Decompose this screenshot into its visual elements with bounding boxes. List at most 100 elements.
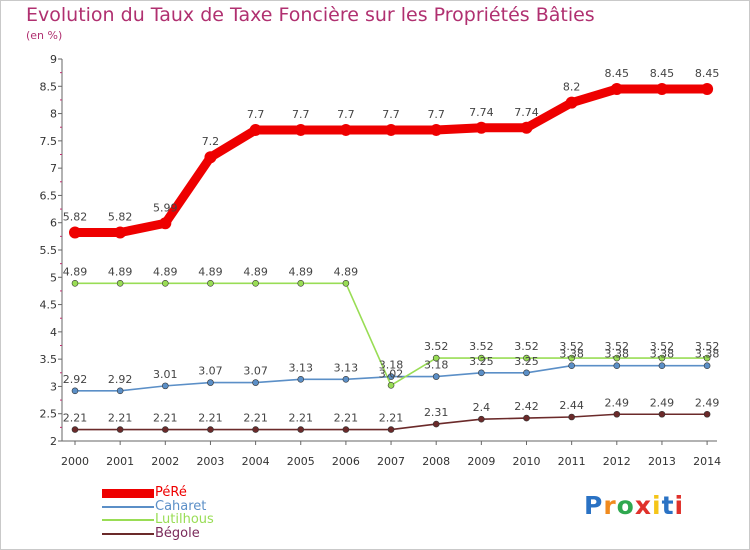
data-label: 7.7 — [292, 108, 310, 121]
x-tick-label: 2007 — [377, 455, 405, 468]
x-tick-label: 2014 — [693, 455, 721, 468]
data-label: 2.21 — [334, 412, 359, 425]
data-label: 3.13 — [289, 361, 314, 374]
data-label: 5.82 — [108, 211, 133, 224]
data-label: 2.31 — [424, 406, 449, 419]
data-label: 2.42 — [514, 400, 539, 413]
data-label: 4.89 — [198, 265, 223, 278]
data-point — [252, 279, 259, 287]
data-point — [568, 362, 575, 369]
x-tick-label: 2004 — [242, 455, 270, 468]
data-label: 3.52 — [650, 340, 675, 353]
data-label: 3.52 — [695, 340, 720, 353]
data-label: 7.74 — [514, 106, 539, 119]
data-point — [116, 279, 124, 287]
data-point — [116, 387, 124, 395]
data-point — [162, 279, 169, 287]
logo-letter: o — [616, 491, 635, 520]
y-tick-label: 2.5 — [40, 408, 58, 421]
data-label: 3.52 — [605, 340, 630, 353]
y-tick-label: 3 — [50, 380, 57, 393]
legend-label: Caharet — [155, 498, 207, 514]
data-label: 7.7 — [247, 108, 265, 121]
x-tick-label: 2009 — [467, 455, 495, 468]
data-point — [71, 387, 79, 395]
data-label: 5.82 — [63, 211, 88, 224]
data-label: 3.18 — [424, 359, 449, 372]
data-label: 3.13 — [334, 361, 359, 374]
data-point — [387, 382, 395, 389]
data-point — [162, 382, 169, 390]
x-tick-label: 2010 — [513, 455, 541, 468]
data-point — [701, 83, 714, 96]
data-point — [478, 415, 485, 423]
data-label: 2.44 — [559, 399, 584, 412]
legend-label: Lutilhous — [155, 512, 214, 527]
data-point — [523, 369, 530, 377]
data-label: 8.45 — [650, 67, 675, 80]
logo-letter: i — [652, 491, 662, 520]
data-point — [159, 217, 172, 230]
data-label: 3.38 — [605, 348, 630, 361]
data-point — [613, 362, 621, 369]
data-label: 2.49 — [695, 396, 720, 409]
data-label: 3.38 — [559, 348, 584, 361]
y-tick-label: 9 — [50, 53, 57, 66]
logo-letter: x — [634, 491, 652, 520]
data-point — [249, 123, 262, 136]
data-label: 8.45 — [605, 67, 630, 80]
data-point — [116, 426, 124, 433]
data-label: 2.4 — [473, 401, 491, 414]
data-point — [658, 354, 666, 362]
data-label: 3.52 — [514, 340, 539, 353]
y-tick-label: 5.5 — [40, 244, 58, 257]
y-tick-label: 2 — [50, 435, 57, 448]
data-point — [297, 279, 305, 287]
data-label: 3.38 — [650, 348, 675, 361]
data-point — [207, 426, 214, 433]
data-point — [387, 426, 395, 433]
data-point — [297, 376, 305, 383]
data-point — [207, 279, 214, 287]
data-label: 2.21 — [198, 412, 223, 425]
data-label: 3.25 — [469, 355, 494, 368]
data-point — [565, 96, 578, 109]
data-label: 4.89 — [63, 265, 88, 278]
x-tick-label: 2005 — [287, 455, 315, 468]
data-label: 2.49 — [650, 396, 675, 409]
y-tick-label: 4 — [50, 326, 57, 339]
data-point — [478, 369, 485, 377]
data-label: 2.21 — [63, 412, 88, 425]
logo-letter: r — [603, 491, 617, 520]
data-label: 5.99 — [153, 201, 178, 214]
y-tick-label: 4.5 — [40, 299, 58, 312]
data-label: 3.52 — [559, 340, 584, 353]
data-label: 8.45 — [695, 67, 720, 80]
data-point — [252, 379, 259, 386]
data-label: 3.38 — [695, 348, 720, 361]
data-label: 2.92 — [63, 373, 88, 386]
legend-swatch — [102, 505, 154, 508]
x-tick-label: 2011 — [558, 455, 586, 468]
data-point — [568, 354, 575, 362]
data-label: 2.21 — [379, 412, 404, 425]
data-label: 3.07 — [243, 365, 268, 378]
data-point — [207, 379, 214, 386]
data-label: 7.7 — [427, 108, 445, 121]
x-tick-label: 2012 — [603, 455, 631, 468]
legend-swatch — [102, 532, 154, 535]
data-label: 7.7 — [382, 108, 400, 121]
data-point — [69, 226, 81, 239]
data-point — [204, 151, 217, 164]
legend-swatch — [102, 489, 154, 498]
data-point — [703, 362, 711, 369]
legend-swatch — [102, 519, 154, 521]
data-label: 8.2 — [563, 81, 581, 94]
data-point — [523, 414, 530, 422]
data-label: 2.92 — [108, 373, 133, 386]
data-point — [114, 226, 127, 239]
data-point — [342, 376, 350, 383]
data-label: 7.7 — [337, 108, 355, 121]
data-point — [339, 123, 352, 136]
